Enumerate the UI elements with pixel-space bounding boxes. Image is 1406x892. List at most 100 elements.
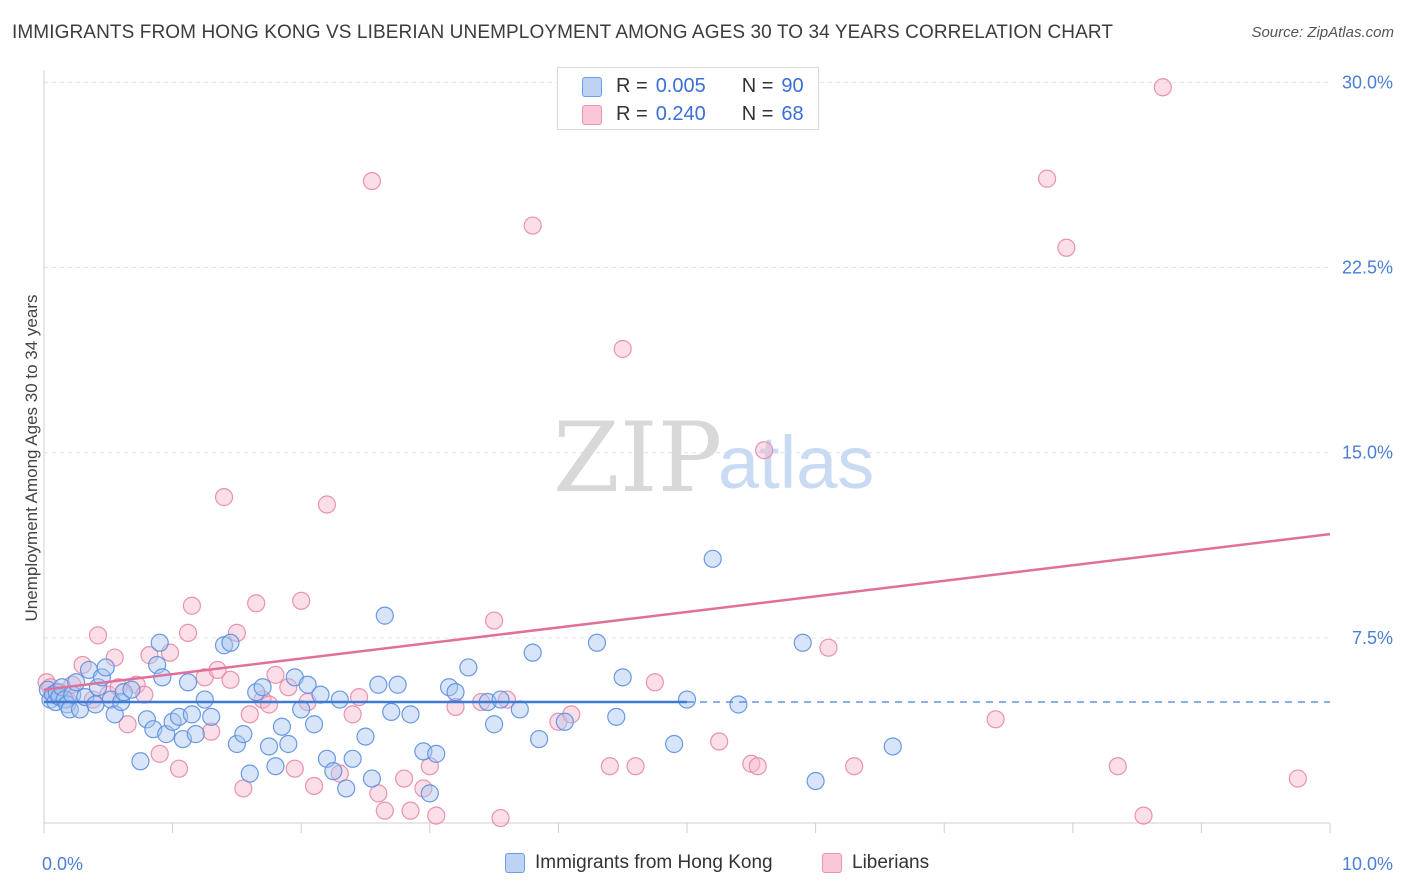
grid-lines [44,81,1330,639]
liberians-point [562,705,581,724]
liberians-point [1134,806,1153,825]
liberians-point [266,665,285,684]
liberians-point [202,722,221,741]
liberians-point [292,591,311,610]
y-axis-label: Unemployment Among Ages 30 to 34 years [22,295,41,622]
liberians-point [1153,78,1172,97]
liberians-point [497,690,517,709]
x-tick-labels: 0.0% 10.0% [42,854,1393,874]
hong-kong-point [122,680,141,699]
liberians-point [150,744,169,763]
hong-kong-point [491,690,510,709]
liberians-point [491,808,510,828]
hong-kong-point [613,668,632,687]
watermark: ZIP atlas [553,402,874,514]
liberians-point [140,646,159,665]
liberians-point [1108,757,1127,776]
liberians-point [819,638,838,657]
liberians-point [304,776,324,796]
hong-kong-point [324,762,343,781]
stats-legend: R = 0.005 N = 90 R = 0.240 N = 68 [557,67,819,130]
watermark-zip: ZIP [553,402,722,514]
trend-lines [43,532,1331,704]
hong-kong-point [375,606,394,625]
hong-kong-point [259,737,279,756]
hong-kong-point [677,690,697,709]
hong-kong-point [96,658,115,677]
liberians-point [182,596,201,615]
hong-kong-point [67,673,86,692]
hong-kong-point [665,734,684,754]
liberians-point [240,705,259,724]
hong-kong-point [279,734,298,754]
liberians-point [227,623,246,642]
hong-kong-point [253,678,272,697]
liberians-point [613,339,632,359]
liberians-point [485,611,504,630]
liberians-point [523,216,542,235]
liberians-point [748,757,767,776]
liberians-point [845,757,864,776]
liberians-point [317,495,337,514]
hong-kong-point [182,705,201,724]
hong-kong-point [234,725,253,744]
liberians-point [394,769,414,788]
hong-kong-point [607,707,626,726]
liberians-point [986,710,1005,729]
hong-kong-point [150,633,169,652]
y-tick-label: 30.0% [1342,72,1393,92]
hong-kong-point [337,779,356,798]
hong-kong-point [131,752,150,771]
hong-kong-point [446,683,465,702]
liberians-point [169,759,189,778]
y-tick-label: 7.5% [1352,628,1393,648]
liberians-point [375,801,394,820]
hong-kong-point [292,700,311,719]
liberians-point [259,695,279,714]
y-tick-label: 15.0% [1342,443,1393,463]
y-tick-labels: 7.5% 15.0% 22.5% 30.0% [1342,72,1393,647]
liberians-point [626,757,645,776]
x-tick-label: 0.0% [42,854,83,874]
r-value: 0.005 [655,75,706,97]
liberians-point [285,759,304,778]
legend-label-hong-kong: Immigrants from Hong Kong [535,852,773,873]
stats-row-hong-kong: R = 0.005 N = 90 [582,75,804,98]
hong-kong-point [304,715,324,734]
hong-kong-point [388,675,407,694]
legend-item-hong-kong[interactable]: Immigrants from Hong Kong [505,852,773,874]
r-label: R = [616,103,648,125]
liberians-point [362,171,382,191]
hong-kong-point [587,633,607,652]
hong-kong-point [86,695,105,714]
liberians-point [88,626,108,645]
hong-kong-point [703,549,722,568]
hong-kong-swatch [582,76,602,97]
n-value: 90 [781,75,804,97]
legend-item-liberians[interactable]: Liberians [822,852,929,874]
n-label: N = [741,75,774,97]
hong-kong-points [38,549,902,803]
liberians-trend-line [43,532,1331,691]
hong-kong-point [382,702,401,722]
hong-kong-point [510,700,529,719]
hong-kong-point [793,633,812,652]
hong-kong-point [362,769,382,788]
hong-kong-point [202,707,221,726]
n-label: N = [741,103,774,125]
liberians-point [427,806,446,825]
liberians-point [645,673,664,692]
hong-kong-legend-swatch [505,853,525,873]
source-label: Source: ZipAtlas.com [1251,24,1394,41]
liberians-point [118,715,137,734]
liberians-point [600,757,619,776]
hong-kong-point [298,675,317,694]
n-value: 68 [781,103,804,125]
liberians-point [279,678,298,697]
liberians-point [105,648,124,667]
liberians-points [37,78,1307,828]
r-label: R = [616,75,648,97]
hong-kong-point [330,690,349,709]
hong-kong-point [883,737,902,756]
